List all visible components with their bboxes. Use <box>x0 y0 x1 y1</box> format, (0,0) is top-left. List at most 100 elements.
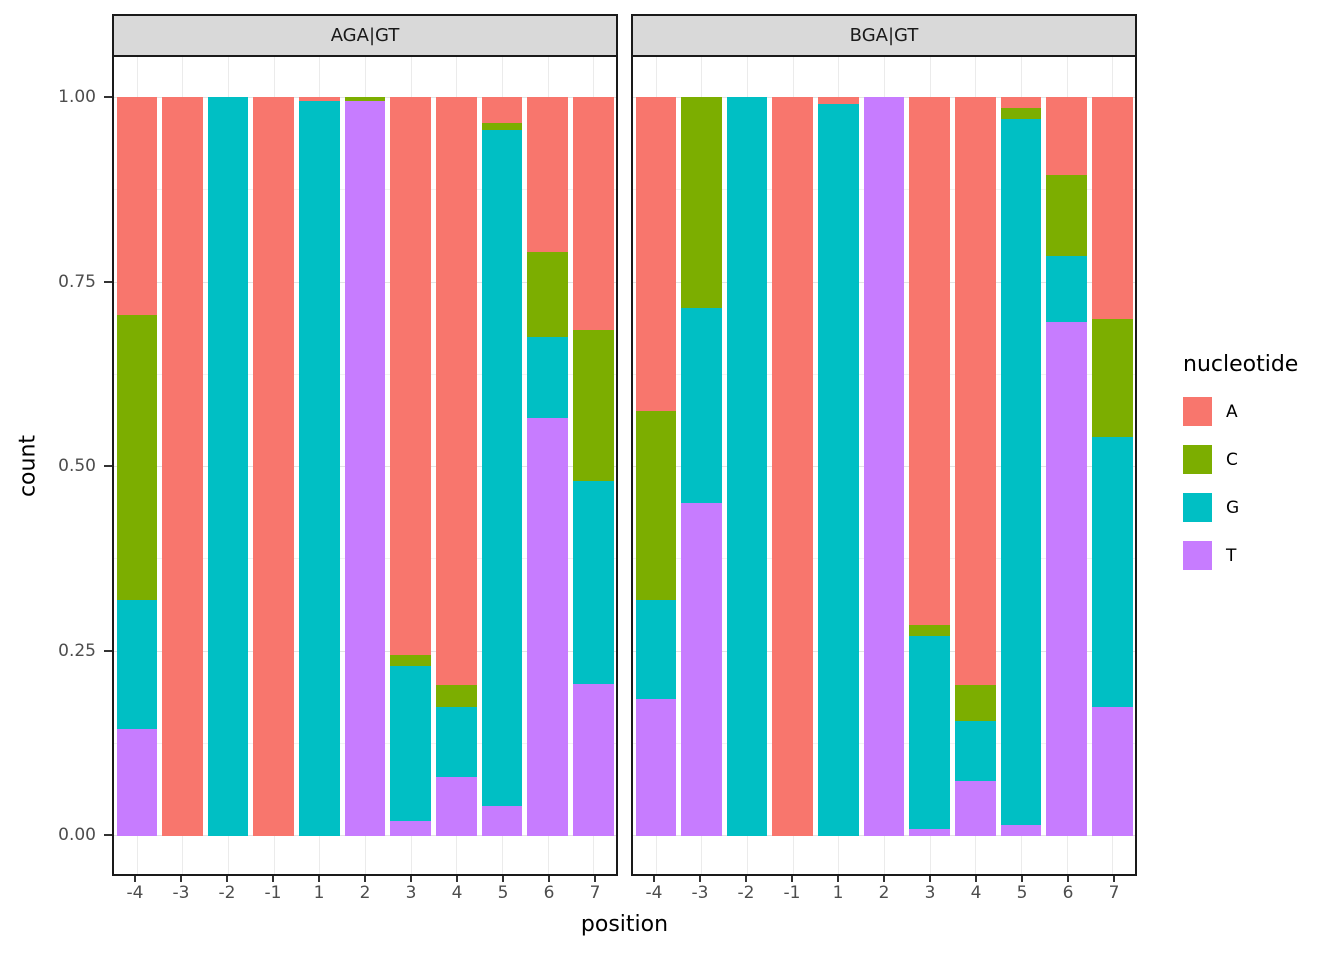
x-tick-mark <box>837 876 839 882</box>
x-tick-mark <box>1021 876 1023 882</box>
x-tick: 2 <box>342 876 388 906</box>
bar-segment-T <box>572 684 614 836</box>
bar-segment-C <box>116 315 158 600</box>
x-tick-label: 3 <box>405 883 417 903</box>
facet-strip: AGA|GT <box>112 14 618 55</box>
x-tick-mark <box>134 876 136 882</box>
y-tick-label: 0.25 <box>58 640 96 661</box>
x-axis-ticks: -4 -3 -2 -1 1 2 3 4 5 6 7 <box>631 876 1137 906</box>
stacked-bar <box>162 97 203 836</box>
x-tick-label: -3 <box>691 883 709 903</box>
facet-strip-label: AGA|GT <box>330 25 400 46</box>
bar-segment-A <box>162 97 203 836</box>
bar-segment-A <box>436 97 477 685</box>
stacked-bar <box>1000 97 1042 836</box>
bar-segment-A <box>572 97 614 330</box>
bar-segment-G <box>681 307 722 504</box>
bar-slot <box>1044 57 1090 874</box>
stacked-bar <box>572 97 614 836</box>
x-tick-mark <box>502 876 504 882</box>
legend-title: nucleotide <box>1183 352 1299 377</box>
bar-segment-A <box>1046 97 1087 175</box>
bar-segment-A <box>955 97 996 685</box>
y-tick-mark <box>104 465 112 467</box>
x-tick-label: 3 <box>924 883 936 903</box>
bar-segment-T <box>863 97 905 836</box>
x-tick: -4 <box>112 876 158 906</box>
bar-segment-G <box>572 481 614 685</box>
legend-key-G <box>1183 493 1212 522</box>
stacked-bar <box>527 97 568 836</box>
bar-slot <box>160 57 206 874</box>
bar-segment-G <box>1091 436 1133 707</box>
bar-segment-A <box>253 97 295 836</box>
bar-segment-C <box>681 97 722 308</box>
x-tick-label: 5 <box>497 883 509 903</box>
x-tick-mark <box>653 876 655 882</box>
bar-segment-C <box>909 625 950 637</box>
bar-slot <box>114 57 160 874</box>
stacked-bar <box>1091 97 1133 836</box>
x-tick: -1 <box>250 876 296 906</box>
bar-segment-T <box>436 776 477 836</box>
x-tick-label: -1 <box>783 883 801 903</box>
bar-segment-T <box>681 503 722 836</box>
bar-segment-A <box>116 97 158 315</box>
bar-segment-G <box>527 337 568 419</box>
bar-slot <box>525 57 571 874</box>
bar-segment-C <box>1046 174 1087 256</box>
bars-area <box>114 57 616 874</box>
x-tick-mark <box>594 876 596 882</box>
x-tick: -1 <box>769 876 815 906</box>
x-tick: 5 <box>999 876 1045 906</box>
bar-slot <box>297 57 343 874</box>
plot-panel <box>631 55 1137 876</box>
bar-segment-G <box>436 706 477 777</box>
x-tick: 1 <box>815 876 861 906</box>
bar-slot <box>433 57 479 874</box>
bar-segment-T <box>955 780 996 836</box>
bar-segment-T <box>1046 322 1087 836</box>
bar-segment-C <box>390 654 431 667</box>
bar-segment-A <box>818 97 859 105</box>
x-tick-label: 4 <box>451 883 463 903</box>
x-tick-label: -4 <box>126 883 144 903</box>
bar-segment-T <box>344 100 386 836</box>
bar-slot <box>816 57 862 874</box>
facet-strip-label: BGA|GT <box>849 25 919 46</box>
stacked-bar <box>772 97 814 836</box>
x-tick-label: -2 <box>218 883 236 903</box>
stacked-bar <box>909 97 950 836</box>
legend-item-A: A <box>1183 397 1333 426</box>
bar-slot <box>861 57 907 874</box>
x-tick: 3 <box>907 876 953 906</box>
bar-segment-T <box>527 418 568 836</box>
x-tick-label: 1 <box>832 883 844 903</box>
bar-segment-A <box>635 97 677 412</box>
stacked-bar <box>635 97 677 836</box>
bar-slot <box>998 57 1044 874</box>
x-axis-ticks: -4 -3 -2 -1 1 2 3 4 5 6 7 <box>112 876 618 906</box>
bar-segment-C <box>955 684 996 722</box>
x-tick-label: 6 <box>1062 883 1074 903</box>
bar-slot <box>570 57 616 874</box>
stacked-bar <box>436 97 477 836</box>
bar-segment-C <box>344 97 386 101</box>
bar-segment-G <box>116 599 158 729</box>
bar-slot <box>679 57 725 874</box>
x-tick: 4 <box>953 876 999 906</box>
x-tick: 7 <box>572 876 618 906</box>
bar-segment-G <box>1046 255 1087 323</box>
y-tick-label: 0.75 <box>58 271 96 292</box>
bar-segment-A <box>299 97 340 101</box>
x-tick-mark <box>226 876 228 882</box>
x-tick-label: 1 <box>313 883 325 903</box>
bar-slot <box>205 57 251 874</box>
x-tick-mark <box>1113 876 1115 882</box>
y-tick-mark <box>104 96 112 98</box>
stacked-bar <box>390 97 431 836</box>
stacked-bar <box>1046 97 1087 836</box>
bar-segment-A <box>481 97 523 123</box>
stacked-bar <box>681 97 722 836</box>
y-axis: 0.00 0.25 0.50 0.75 1.00 <box>30 0 112 960</box>
